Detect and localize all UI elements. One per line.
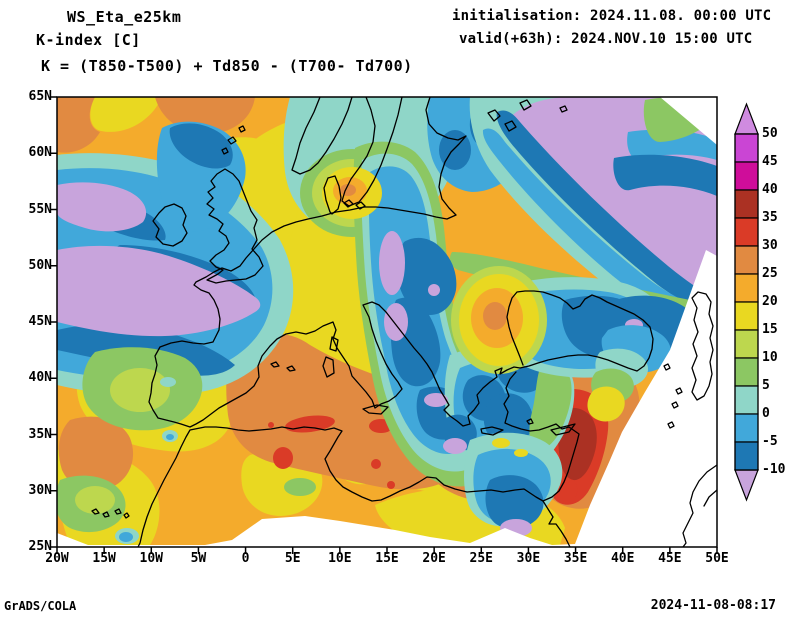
lon-tick-label: 25E bbox=[469, 551, 494, 566]
lon-tick-label: 0 bbox=[241, 551, 250, 566]
colorbar-tick-label: -10 bbox=[762, 462, 786, 477]
lon-tick-label: 15W bbox=[92, 551, 116, 566]
colorbar-arrow-bottom bbox=[734, 469, 759, 502]
lon-tick-label: 30E bbox=[516, 551, 541, 566]
formula-text: K = (T850-T500) + Td850 - (T700- Td700) bbox=[41, 57, 413, 75]
lon-tick-label: 5W bbox=[190, 551, 207, 566]
colorbar-tick-label: 35 bbox=[762, 210, 778, 225]
colorbar-tick-label: 50 bbox=[762, 126, 778, 141]
lat-tick-label: 45N bbox=[28, 314, 52, 329]
colorbar-segment bbox=[734, 329, 759, 359]
colorbar-tick-label: 45 bbox=[762, 154, 778, 169]
lon-tick-label: 10E bbox=[328, 551, 352, 566]
no-data-regions bbox=[57, 97, 717, 547]
coastlines bbox=[91, 97, 717, 547]
colorbar bbox=[734, 102, 759, 502]
lat-tick-label: 40N bbox=[28, 370, 52, 386]
colorbar-tick-label: 0 bbox=[762, 406, 770, 421]
lon-tick-label: 5E bbox=[284, 551, 301, 566]
colorbar-segment bbox=[734, 133, 759, 163]
creation-timestamp: 2024-11-08-08:17 bbox=[650, 598, 776, 613]
colorbar-segment bbox=[734, 357, 759, 387]
colorbar-segment bbox=[734, 161, 759, 191]
contour-field bbox=[57, 97, 717, 547]
lon-tick-label: 20E bbox=[422, 551, 446, 566]
colorbar-tick-label: 25 bbox=[762, 266, 778, 281]
colorbar-segment bbox=[734, 217, 759, 247]
colorbar-tick-label: -5 bbox=[762, 434, 778, 449]
colorbar-segment bbox=[734, 441, 759, 471]
colorbar-segment bbox=[734, 245, 759, 275]
lon-tick-label: 45E bbox=[658, 551, 682, 566]
lon-tick-label: 10W bbox=[139, 551, 164, 566]
colorbar-tick-label: 30 bbox=[762, 238, 778, 253]
lon-tick-label: 40E bbox=[610, 551, 635, 566]
init-time-text: initialisation: 2024.11.08. 00:00 UTC bbox=[452, 8, 772, 24]
colorbar-tick-label: 15 bbox=[762, 322, 778, 337]
colorbar-tick-label: 5 bbox=[762, 378, 770, 393]
colorbar-tick-label: 10 bbox=[762, 350, 778, 365]
valid-time-text: valid(+63h): 2024.NOV.10 15:00 UTC bbox=[459, 31, 753, 47]
lat-tick-label: 30N bbox=[28, 482, 52, 498]
lat-tick-label: 55N bbox=[28, 201, 52, 217]
colorbar-segment bbox=[734, 301, 759, 331]
lat-tick-label: 60N bbox=[28, 145, 52, 161]
lon-tick-label: 50E bbox=[705, 551, 729, 566]
colorbar-segment bbox=[734, 385, 759, 415]
grads-credit: GrADS/COLA bbox=[4, 599, 77, 613]
colorbar-arrow-top bbox=[734, 102, 759, 135]
lon-tick-label: 15E bbox=[375, 551, 399, 566]
lat-tick-label: 25N bbox=[28, 539, 52, 554]
colorbar-tick-label: 40 bbox=[762, 182, 778, 197]
lat-tick-label: 65N bbox=[28, 89, 52, 104]
lat-tick-label: 35N bbox=[28, 426, 52, 442]
lon-tick-label: 35E bbox=[563, 551, 588, 566]
colorbar-segment bbox=[734, 273, 759, 303]
model-title: WS_Eta_e25km bbox=[67, 8, 182, 26]
colorbar-segment bbox=[734, 189, 759, 219]
parameter-title: K-index [C] bbox=[36, 31, 141, 49]
lat-tick-label: 50N bbox=[28, 257, 52, 273]
lon-tick-label: 20W bbox=[45, 551, 69, 566]
axis-tickmarks bbox=[50, 96, 718, 554]
colorbar-tick-label: 20 bbox=[762, 294, 778, 309]
colorbar-segment bbox=[734, 413, 759, 443]
